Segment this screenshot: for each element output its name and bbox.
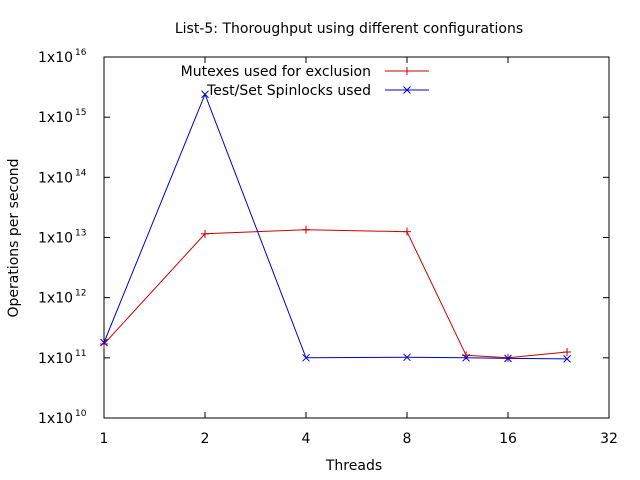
legend-label: Mutexes used for exclusion [181, 64, 371, 80]
y-tick-label-exponent: 13 [75, 229, 86, 239]
x-tick-label: 4 [302, 431, 311, 447]
series-line [103, 92, 568, 360]
data-point [403, 67, 411, 75]
y-tick-label-exponent: 11 [75, 349, 86, 359]
data-point [302, 225, 310, 234]
series-layer [100, 90, 572, 363]
y-tick-label-exponent: 15 [75, 108, 86, 118]
y-tick-label-base: 1x10 [38, 291, 73, 307]
series-line [103, 229, 568, 359]
data-point [100, 338, 108, 347]
y-tick-label-exponent: 16 [75, 48, 87, 58]
data-point [563, 348, 572, 357]
y-tick-label-base: 1x10 [38, 231, 73, 247]
y-tick-label: 1x10 10 [38, 409, 87, 427]
y-tick-label-base: 1x10 [38, 110, 73, 126]
data-point [403, 353, 411, 362]
y-tick-label: 1x10 13 [38, 229, 86, 247]
x-tick-label: 8 [403, 431, 412, 447]
y-tick-label-base: 1x10 [38, 170, 73, 186]
data-point [403, 86, 411, 94]
legend-entry: Test/Set Spinlocks used [206, 83, 429, 99]
y-tick-label-base: 1x10 [38, 411, 73, 427]
y-tick-label: 1x10 16 [38, 48, 87, 66]
data-point [403, 227, 411, 236]
data-point [504, 354, 512, 363]
y-tick-label: 1x10 11 [38, 349, 86, 367]
data-point [201, 90, 209, 99]
legend: Mutexes used for exclusion Test/Set Spinl… [181, 64, 429, 99]
legend-label: Test/Set Spinlocks used [206, 83, 371, 99]
data-point [201, 229, 209, 238]
legend-entry: Mutexes used for exclusion [181, 64, 429, 80]
y-tick-label-base: 1x10 [38, 351, 73, 367]
y-tick-label: 1x10 15 [38, 108, 86, 126]
x-tick-label: 2 [201, 431, 210, 447]
plot-frame [103, 56, 610, 419]
x-axis-label: Threads [325, 458, 382, 474]
x-axis-ticks: 1 2 4 8 16 32 [100, 57, 618, 447]
data-point [302, 353, 310, 362]
y-tick-label-base: 1x10 [38, 50, 73, 66]
y-axis-label: Operations per second [6, 158, 22, 317]
x-tick-label: 32 [600, 431, 618, 447]
y-tick-label: 1x10 12 [38, 289, 86, 307]
series-mutexes [100, 225, 572, 362]
data-point [462, 353, 470, 362]
x-tick-label: 16 [499, 431, 517, 447]
y-tick-label-exponent: 10 [75, 409, 87, 419]
y-tick-label: 1x10 14 [38, 168, 87, 186]
x-tick-label: 1 [100, 431, 109, 447]
y-tick-label-exponent: 12 [75, 289, 86, 299]
data-point [563, 355, 571, 363]
chart-title: List-5: Thoroughput using different conf… [175, 21, 523, 37]
y-tick-label-exponent: 14 [75, 168, 87, 178]
series-spinlocks [100, 90, 571, 363]
